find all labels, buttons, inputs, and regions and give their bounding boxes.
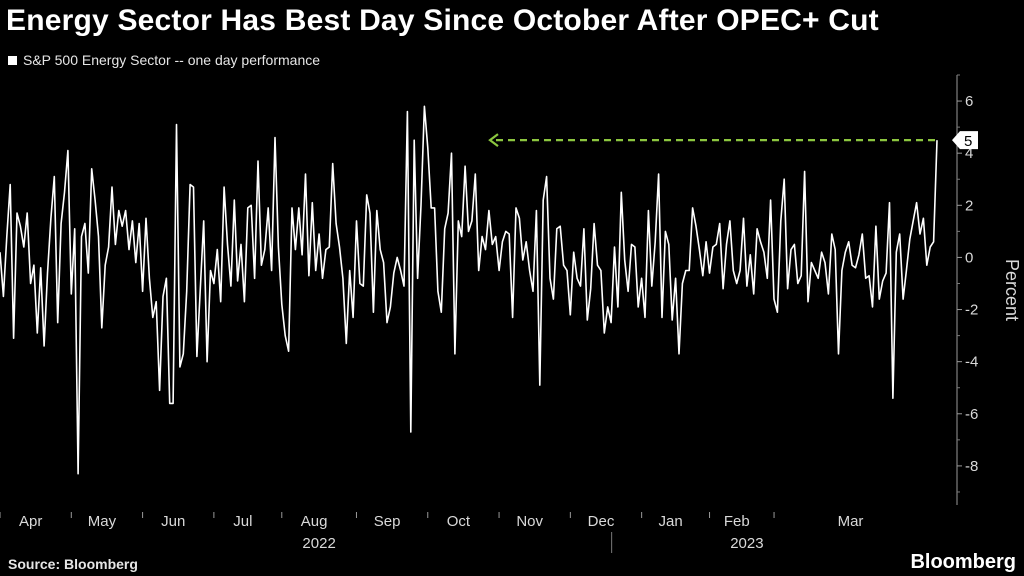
end-value-label: 5 [964, 133, 972, 150]
legend-swatch [8, 55, 17, 65]
end-value-tag [952, 131, 978, 150]
y-tick-label: -2 [965, 302, 978, 319]
x-tick-label: Dec [588, 513, 615, 530]
y-tick-label: -8 [965, 458, 978, 475]
x-tick-label: Aug [301, 513, 328, 530]
x-tick-label: Jan [658, 513, 682, 530]
x-tick-label: Apr [19, 513, 42, 530]
x-tick-label: Mar [838, 513, 864, 530]
y-tick-label: 4 [965, 145, 973, 162]
x-tick-label: May [88, 513, 117, 530]
x-tick-label: Sep [374, 513, 401, 530]
legend-label: S&P 500 Energy Sector -- one day perform… [23, 52, 321, 68]
brand-logo: Bloomberg [910, 551, 1016, 573]
y-tick-label: 2 [965, 197, 973, 214]
y-tick-label: -6 [965, 406, 978, 423]
y-tick-label: -4 [965, 354, 978, 371]
x-tick-label: Feb [724, 513, 750, 530]
year-label: 2022 [302, 535, 335, 552]
x-tick-label: Jul [233, 513, 252, 530]
legend: S&P 500 Energy Sector -- one day perform… [8, 52, 320, 68]
y-tick-label: 6 [965, 93, 973, 110]
y-tick-label: 0 [965, 249, 973, 266]
y-axis-title: Percent [1002, 259, 1022, 321]
x-tick-label: Jun [161, 513, 185, 530]
series-line [0, 105, 938, 475]
source-note: Source: Bloomberg [8, 556, 138, 572]
x-tick-label: Nov [516, 513, 543, 530]
x-tick-label: Oct [447, 513, 471, 530]
comparison-arrow-head [488, 133, 499, 148]
chart-title: Energy Sector Has Best Day Since October… [6, 4, 879, 37]
year-label: 2023 [730, 535, 763, 552]
